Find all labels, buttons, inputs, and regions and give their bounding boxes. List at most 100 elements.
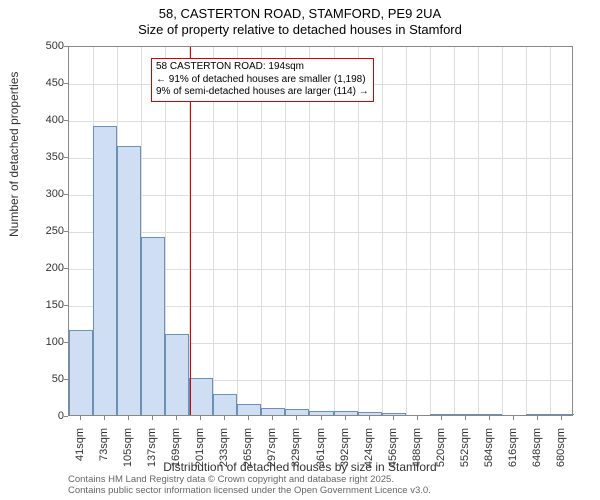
histogram-bar (141, 237, 165, 415)
xtick-label: 456sqm (387, 428, 399, 478)
xtick-label: 361sqm (315, 428, 327, 478)
histogram-bar (189, 378, 213, 415)
ytick-mark (64, 194, 68, 195)
xtick-label: 424sqm (363, 428, 375, 478)
grid-line-h (69, 158, 572, 159)
ytick-mark (64, 342, 68, 343)
title-line2: Size of property relative to detached ho… (0, 22, 600, 37)
histogram-bar (550, 414, 574, 415)
xtick-label: 488sqm (411, 428, 423, 478)
histogram-bar (526, 414, 550, 415)
ytick-label: 0 (34, 410, 64, 422)
histogram-bar (358, 412, 382, 415)
ytick-mark (64, 120, 68, 121)
xtick-mark (80, 416, 81, 420)
ytick-mark (64, 83, 68, 84)
xtick-mark (417, 416, 418, 420)
histogram-bar (382, 413, 406, 415)
xtick-label: 616sqm (507, 428, 519, 478)
ytick-mark (64, 46, 68, 47)
ytick-label: 500 (34, 40, 64, 52)
xtick-label: 41sqm (74, 428, 86, 478)
ytick-label: 400 (34, 114, 64, 126)
chart-container: 58, CASTERTON ROAD, STAMFORD, PE9 2UA Si… (0, 0, 600, 500)
ytick-label: 250 (34, 225, 64, 237)
grid-line-v (237, 47, 238, 415)
title-block: 58, CASTERTON ROAD, STAMFORD, PE9 2UA Si… (0, 0, 600, 37)
ytick-mark (64, 416, 68, 417)
xtick-mark (345, 416, 346, 420)
histogram-bar (213, 394, 237, 415)
xtick-label: 680sqm (555, 428, 567, 478)
xtick-mark (513, 416, 514, 420)
ytick-mark (64, 157, 68, 158)
xtick-mark (272, 416, 273, 420)
xtick-mark (369, 416, 370, 420)
xtick-mark (561, 416, 562, 420)
grid-line-v (358, 47, 359, 415)
histogram-bar (478, 414, 502, 415)
footer-line1: Contains HM Land Registry data © Crown c… (68, 474, 431, 485)
xtick-mark (176, 416, 177, 420)
grid-line-v (334, 47, 335, 415)
annotation-box: 58 CASTERTON ROAD: 194sqm← 91% of detach… (151, 58, 374, 102)
ytick-mark (64, 379, 68, 380)
xtick-label: 265sqm (242, 428, 254, 478)
ytick-mark (64, 305, 68, 306)
xtick-label: 137sqm (146, 428, 158, 478)
ytick-mark (64, 231, 68, 232)
xtick-label: 105sqm (122, 428, 134, 478)
title-line1: 58, CASTERTON ROAD, STAMFORD, PE9 2UA (0, 6, 600, 21)
annotation-line: ← 91% of detached houses are smaller (1,… (156, 74, 369, 87)
histogram-bar (165, 334, 189, 415)
ytick-label: 100 (34, 336, 64, 348)
xtick-label: 552sqm (459, 428, 471, 478)
xtick-label: 584sqm (483, 428, 495, 478)
grid-line-v (502, 47, 503, 415)
grid-line-v (309, 47, 310, 415)
xtick-mark (441, 416, 442, 420)
xtick-mark (393, 416, 394, 420)
grid-line-v (213, 47, 214, 415)
xtick-label: 201sqm (194, 428, 206, 478)
xtick-label: 169sqm (170, 428, 182, 478)
y-axis-label: Number of detached properties (7, 72, 21, 237)
xtick-mark (200, 416, 201, 420)
grid-line-v (430, 47, 431, 415)
histogram-bar (69, 330, 93, 415)
grid-line-v (478, 47, 479, 415)
xtick-label: 233sqm (218, 428, 230, 478)
histogram-bar (285, 409, 309, 415)
ytick-label: 300 (34, 188, 64, 200)
xtick-label: 648sqm (531, 428, 543, 478)
xtick-mark (489, 416, 490, 420)
xtick-label: 392sqm (339, 428, 351, 478)
grid-line-v (261, 47, 262, 415)
plot-area: 58 CASTERTON ROAD: 194sqm← 91% of detach… (68, 46, 573, 416)
xtick-label: 73sqm (98, 428, 110, 478)
xtick-label: 297sqm (266, 428, 278, 478)
grid-line-h (69, 195, 572, 196)
ytick-label: 350 (34, 151, 64, 163)
ytick-label: 150 (34, 299, 64, 311)
xtick-mark (224, 416, 225, 420)
histogram-bar (261, 408, 285, 415)
grid-line-v (285, 47, 286, 415)
histogram-bar (430, 414, 454, 415)
footer-line2: Contains public sector information licen… (68, 485, 431, 496)
histogram-bar (237, 404, 261, 415)
grid-line-h (69, 121, 572, 122)
grid-line-v (526, 47, 527, 415)
grid-line-h (69, 232, 572, 233)
grid-line-v (406, 47, 407, 415)
xtick-mark (248, 416, 249, 420)
annotation-title: 58 CASTERTON ROAD: 194sqm (156, 61, 369, 74)
histogram-bar (117, 146, 141, 415)
property-marker-line (190, 47, 191, 415)
xtick-mark (152, 416, 153, 420)
xtick-mark (465, 416, 466, 420)
histogram-bar (309, 411, 333, 415)
xtick-mark (128, 416, 129, 420)
annotation-line: 9% of semi-detached houses are larger (1… (156, 86, 369, 99)
xtick-mark (296, 416, 297, 420)
